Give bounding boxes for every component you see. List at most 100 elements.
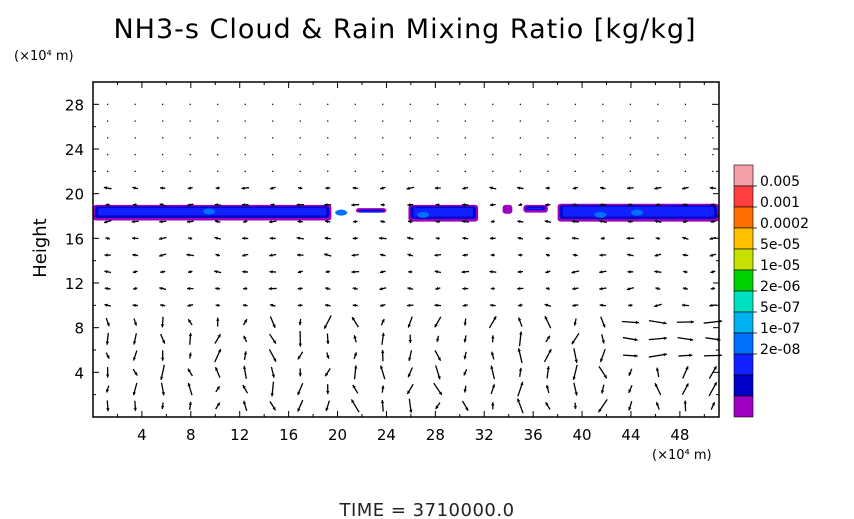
wind-vector-head	[269, 186, 274, 190]
x-axis: 4 8 12 16 20 24 28 32 36 40 44 48	[116, 82, 705, 444]
cloud-contour-outer	[502, 204, 513, 214]
wind-vector-head	[517, 286, 521, 291]
wind-vector-head	[160, 270, 164, 274]
wind-vector-head	[682, 253, 686, 257]
wind-vector-head	[104, 253, 108, 257]
wind-vector-head	[546, 366, 550, 370]
wind-vector-head	[351, 203, 355, 207]
wind-vector-head	[571, 270, 575, 274]
wind-vector-head	[599, 253, 603, 257]
wind-vector-head	[298, 373, 302, 377]
wind-vector-head	[296, 236, 300, 240]
x-tick-label: 44	[621, 426, 640, 444]
wind-vector-head	[160, 324, 165, 328]
y-tick-label: 24	[65, 141, 84, 159]
wind-vector-head	[683, 270, 687, 274]
wind-vector-head	[270, 203, 274, 207]
wind-vector-head	[627, 270, 631, 274]
y-tick-label: 28	[65, 96, 84, 114]
wind-vector-head	[269, 253, 273, 257]
colorbar-label: 1e-05	[760, 258, 800, 274]
wind-vector-head	[682, 287, 687, 291]
wind-vector-head	[214, 270, 218, 274]
y-tick-label: 20	[65, 186, 84, 204]
wind-vector-head	[571, 340, 575, 345]
wind-vector-head	[186, 219, 191, 224]
wind-vector-head	[407, 324, 411, 328]
wind-vector-head	[104, 286, 109, 291]
wind-vector-head	[435, 236, 440, 241]
wind-vector-head	[435, 203, 439, 207]
wind-vector-head	[546, 335, 550, 340]
wind-vector-head	[655, 367, 660, 371]
y-tick-label: 12	[65, 275, 84, 293]
wind-vector-head	[188, 401, 192, 406]
wind-vector-head	[297, 219, 301, 224]
wind-vector-head	[655, 287, 659, 291]
wind-vector-head	[325, 270, 329, 274]
wind-vector-head	[297, 303, 302, 307]
colorbar-swatch	[733, 269, 754, 292]
wind-vector-head	[572, 236, 576, 240]
wind-vector-head	[490, 351, 495, 356]
wind-vector-head	[438, 391, 442, 396]
wind-vector-head	[353, 352, 357, 356]
wind-vector-head	[462, 303, 467, 307]
wind-vector-head	[572, 203, 576, 207]
wind-vector-head	[663, 321, 667, 325]
wind-vector-head	[634, 337, 638, 342]
y-unit-label: (×10⁴ m)	[14, 49, 74, 64]
wind-vector-head	[490, 286, 494, 291]
wind-vector-head	[380, 203, 384, 207]
chart-title: NH3-s Cloud & Rain Mixing Ratio [kg/kg]	[113, 14, 696, 45]
wind-vector-head	[518, 202, 522, 207]
wind-vector-head	[133, 407, 137, 411]
wind-vector-head	[572, 186, 577, 190]
x-tick-label: 32	[475, 426, 494, 444]
wind-vector-head	[380, 303, 384, 307]
wind-vector-head	[132, 341, 137, 345]
wind-vector-head	[159, 253, 163, 257]
wind-vector-head	[683, 400, 687, 404]
wind-vector-head	[105, 203, 109, 207]
wind-vector-head	[326, 340, 330, 345]
x-tick-label: 12	[230, 426, 249, 444]
wind-vector-head	[351, 270, 355, 274]
wind-vector-head	[544, 303, 549, 307]
wind-vector-head	[132, 203, 137, 207]
wind-vector-head	[243, 219, 247, 224]
wind-vector-head	[187, 303, 191, 307]
wind-vector-head	[545, 385, 550, 389]
wind-vector-head	[463, 389, 467, 393]
wind-vector-head	[242, 385, 246, 389]
wind-vector-head	[689, 337, 694, 342]
wind-vector-head	[351, 253, 355, 257]
y-axis-label: Height	[30, 218, 51, 278]
wind-vector-head	[241, 203, 245, 207]
wind-vector-head	[105, 341, 110, 345]
wind-vector-head	[381, 385, 385, 389]
wind-vector-head	[269, 236, 273, 241]
wind-vector-head	[215, 253, 219, 257]
colorbar-swatch	[733, 227, 754, 250]
wind-vector-head	[106, 322, 110, 327]
wind-vector-head	[215, 186, 220, 190]
wind-vector-head	[379, 365, 384, 369]
wind-vector-head	[709, 186, 713, 190]
wind-vector-head	[132, 186, 136, 190]
wind-vector-head	[408, 357, 412, 361]
wind-vector-head	[161, 405, 165, 410]
wind-vector-head	[352, 236, 356, 240]
colorbar-swatch	[733, 374, 754, 397]
wind-vector-head	[626, 287, 631, 291]
colorbar-label: 5e-05	[760, 237, 800, 253]
wind-vector-head	[517, 236, 522, 241]
wind-vector-head	[435, 405, 439, 410]
wind-vector-head	[437, 357, 441, 361]
wind-vector-head	[324, 303, 329, 308]
plot-border	[92, 81, 720, 418]
wind-vector-head	[216, 402, 220, 407]
wind-vector-head	[435, 286, 439, 291]
wind-vector-head	[628, 303, 632, 307]
